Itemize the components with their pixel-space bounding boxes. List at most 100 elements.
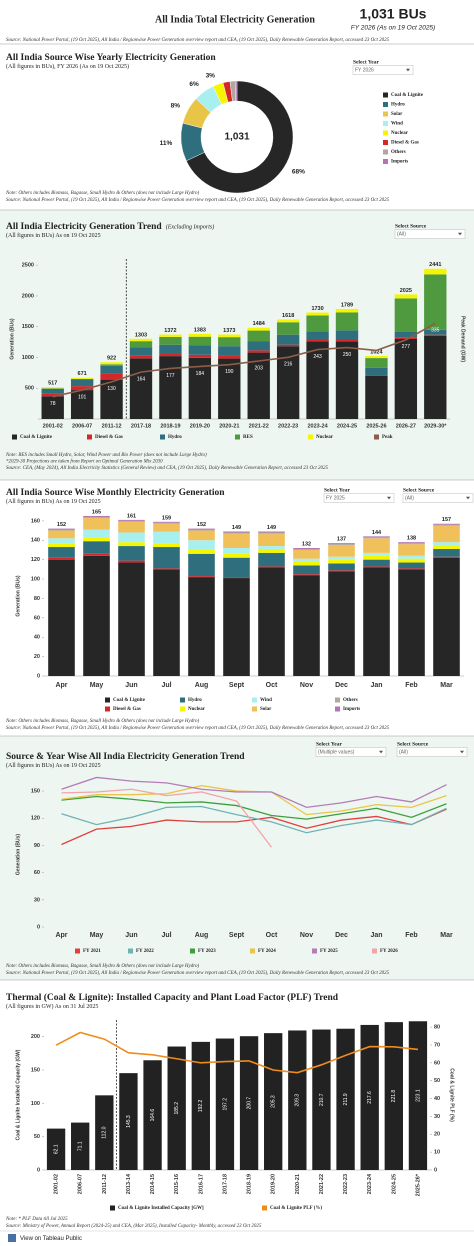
bar-segment <box>83 517 110 530</box>
total-label: 137 <box>337 537 346 543</box>
y2-tick-label: 0 <box>434 1167 437 1173</box>
bar-segment <box>258 552 285 567</box>
slice-label: 68% <box>292 169 305 176</box>
filter-box[interactable] <box>323 493 395 503</box>
bar-segment <box>363 559 390 567</box>
y-axis-label: Generation (BUs) <box>15 834 21 875</box>
bar-segment <box>218 334 241 338</box>
x-tick-label: 2006-07 <box>78 1174 84 1194</box>
total-label: 165 <box>92 509 101 515</box>
bar-segment <box>306 331 329 340</box>
filter-value[interactable]: (All) <box>405 495 414 501</box>
line-series <box>61 808 447 846</box>
filter-box[interactable] <box>402 493 474 503</box>
total-label: 1484 <box>253 321 266 327</box>
filter-value[interactable]: (All) <box>397 231 406 237</box>
bar-segment <box>398 542 425 544</box>
tableau-link[interactable]: View on Tableau Public <box>20 1236 82 1242</box>
total-label: 1618 <box>282 313 294 319</box>
line-value-label: 216 <box>284 362 293 368</box>
bar-segment <box>129 347 153 356</box>
bar-value-label: 221.8 <box>391 1090 397 1103</box>
x-tick-label: 2014-15 <box>150 1174 156 1194</box>
bar-segment <box>247 352 270 419</box>
slice-label: 6% <box>189 81 199 88</box>
bar-segment <box>336 1028 355 1170</box>
y-tick-label: 30 <box>34 897 40 903</box>
filter-value[interactable]: FY 2026 <box>355 67 374 73</box>
bar-segment <box>188 529 215 531</box>
y2-tick-label: 50 <box>434 1078 440 1084</box>
bar-segment <box>100 379 123 419</box>
x-tick-label: Sept <box>229 682 245 689</box>
filter-value[interactable]: (All) <box>399 749 408 755</box>
y-tick-label: 60 <box>34 870 40 876</box>
bar-segment <box>118 532 145 543</box>
x-tick-label: 2019-20 <box>271 1174 277 1194</box>
total-label: 2025 <box>400 288 412 294</box>
bar-segment <box>188 357 212 419</box>
filter-value[interactable]: FY 2025 <box>326 495 345 501</box>
filter-value[interactable]: (Multiple values) <box>318 749 355 755</box>
bar-segment <box>264 1033 283 1170</box>
y-axis-label: Generation (BUs) <box>15 575 21 616</box>
bar-segment <box>118 519 145 521</box>
bar-value-label: 164.6 <box>150 1109 156 1122</box>
bar-segment <box>328 563 355 571</box>
bar-segment <box>188 530 215 541</box>
bar-segment <box>70 377 94 379</box>
bar-segment <box>188 354 212 358</box>
y-tick-label: 120 <box>31 557 40 563</box>
section-background <box>0 736 474 980</box>
bar-segment <box>153 523 180 532</box>
y-axis-label: Generation (BUs) <box>9 318 15 359</box>
note: Note: RES includes Small Hydro, Solar, W… <box>5 453 207 458</box>
legend-swatch <box>335 706 340 712</box>
y-tick-label: 90 <box>34 843 40 849</box>
bar-segment <box>293 548 320 550</box>
bar-segment <box>363 552 390 556</box>
note: Note: Others includes Biomass, Bagasse, … <box>5 719 200 724</box>
bar-segment <box>306 312 329 316</box>
bar-segment <box>118 520 145 522</box>
legend-label: Wind <box>391 122 403 127</box>
line-series <box>61 788 273 848</box>
filter-arrow <box>466 496 470 500</box>
bar-segment <box>153 531 180 544</box>
total-label: 2441 <box>429 262 441 268</box>
legend-label: FY 2025 <box>320 949 338 954</box>
bar-segment <box>394 331 418 338</box>
filter-arrow <box>379 750 383 754</box>
x-tick-label: 2016-17 <box>198 1174 204 1194</box>
legend-label: FY 2021 <box>83 949 101 954</box>
bar-segment <box>41 396 64 419</box>
y-tick-label: 500 <box>25 386 34 392</box>
bar-segment <box>48 530 75 539</box>
filter-box[interactable] <box>315 747 387 757</box>
legend-label: Nuclear <box>391 131 409 136</box>
pie-slice <box>235 80 238 102</box>
legend-label: Diesel & Gas <box>391 141 419 146</box>
bar-segment <box>83 529 110 538</box>
x-tick-label: May <box>90 932 104 939</box>
bar-segment <box>328 545 355 557</box>
total-label: 132 <box>302 541 311 547</box>
legend-label: Coal & Lignite <box>20 435 53 440</box>
header-source: Source: National Power Portal, (19 Oct 2… <box>6 38 390 43</box>
bar-segment <box>394 294 418 299</box>
filter-box[interactable] <box>396 747 468 757</box>
y-tick-label: 140 <box>31 538 40 544</box>
center-label: 1,031 <box>224 132 249 143</box>
y2-tick-label: 70 <box>434 1042 440 1048</box>
y-tick-label: 40 <box>34 635 40 641</box>
bar-segment <box>335 308 359 313</box>
bar-segment <box>153 547 180 569</box>
bar-segment <box>306 315 329 332</box>
filter-box[interactable] <box>394 229 466 239</box>
bar-segment <box>328 544 355 546</box>
slice-label: 3% <box>206 73 216 80</box>
note: Source: National Power Portal, (19 Oct 2… <box>6 971 390 976</box>
legend-swatch <box>180 706 185 712</box>
filter-box[interactable] <box>352 65 414 75</box>
legend-label: Coal & Lignite <box>113 698 146 703</box>
